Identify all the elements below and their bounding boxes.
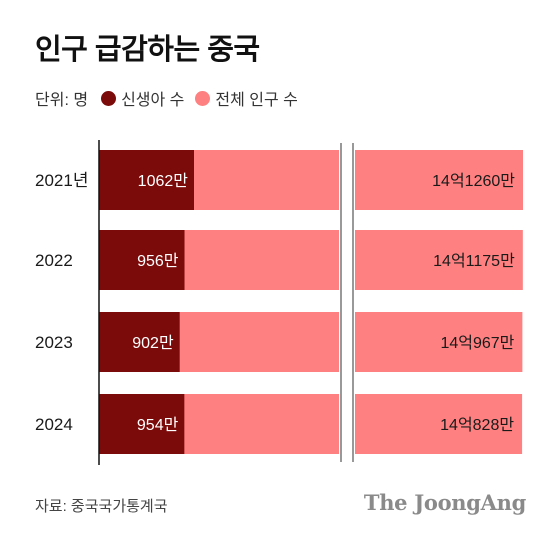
population-value-label: 14억967만 (440, 334, 514, 352)
population-bar-right (355, 150, 523, 210)
category-label: 2022 (35, 251, 73, 270)
legend-newborn-swatch (101, 90, 117, 106)
population-bar-right (355, 230, 523, 290)
newborn-bar (99, 150, 194, 210)
legend-newborn-label: 신생아 수 (121, 92, 185, 109)
population-bar-right (355, 394, 523, 454)
category-label: 2024 (35, 415, 73, 434)
newborn-bar (99, 394, 185, 454)
newborn-value-label: 902만 (132, 334, 174, 352)
newborn-bar (99, 312, 180, 372)
newborn-value-label: 954만 (137, 416, 179, 434)
brand-logo: The JoongAng (363, 490, 526, 515)
legend: 단위: 명 신생아 수 전체 인구 수 (35, 86, 298, 110)
chart-title: 인구 급감하는 중국 (35, 34, 260, 66)
newborn-value-label: 956만 (137, 252, 179, 270)
newborn-bar (99, 230, 185, 290)
category-label: 2021년 (35, 171, 88, 190)
unit-label: 단위: 명 (35, 92, 89, 109)
legend-population-label: 전체 인구 수 (215, 92, 298, 109)
population-value-label: 14억1260만 (432, 172, 515, 190)
population-value-label: 14억1175만 (433, 252, 515, 270)
category-label: 2023 (35, 333, 73, 352)
population-bar-right (355, 312, 523, 372)
population-value-label: 14억828만 (440, 416, 514, 434)
source-note: 자료: 중국국가통계국 (35, 498, 168, 515)
legend-population-swatch (195, 90, 211, 106)
newborn-value-label: 1062만 (138, 172, 189, 190)
